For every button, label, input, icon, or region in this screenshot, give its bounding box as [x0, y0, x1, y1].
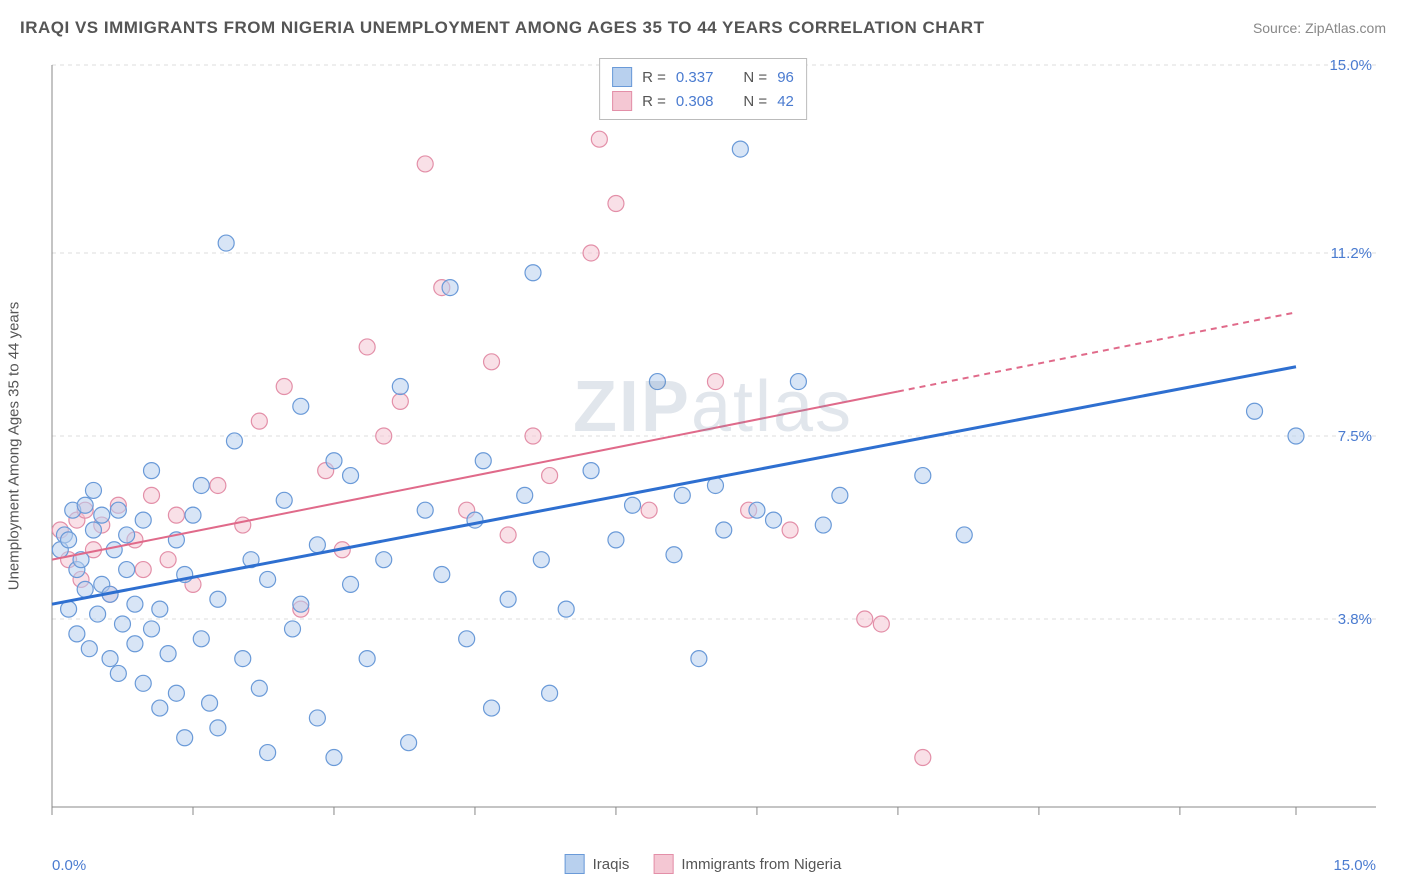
series-legend-item: Iraqis	[565, 854, 630, 874]
series-legend: Iraqis Immigrants from Nigeria	[565, 854, 842, 874]
stats-row: R = 0.337 N = 96	[612, 65, 794, 89]
x-axis-max-label: 15.0%	[1333, 857, 1376, 874]
y-axis-label: Unemployment Among Ages 35 to 44 years	[6, 302, 23, 591]
series-legend-item: Immigrants from Nigeria	[653, 854, 841, 874]
stats-row: R = 0.308 N = 42	[612, 89, 794, 113]
legend-swatch	[653, 854, 673, 874]
legend-swatch	[565, 854, 585, 874]
series-label: Immigrants from Nigeria	[681, 856, 841, 873]
svg-text:7.5%: 7.5%	[1338, 428, 1372, 445]
source-label: Source: ZipAtlas.com	[1253, 20, 1386, 36]
svg-text:15.0%: 15.0%	[1329, 57, 1372, 74]
page-title: IRAQI VS IMMIGRANTS FROM NIGERIA UNEMPLO…	[20, 18, 984, 38]
legend-swatch	[612, 67, 632, 87]
legend-swatch	[612, 91, 632, 111]
stats-legend: R = 0.337 N = 96 R = 0.308 N = 42	[599, 58, 807, 120]
series-label: Iraqis	[593, 856, 630, 873]
svg-text:3.8%: 3.8%	[1338, 611, 1372, 628]
svg-text:11.2%: 11.2%	[1331, 245, 1372, 262]
scatter-chart: 3.8%7.5%11.2%15.0% ZIPatlas	[50, 55, 1376, 837]
x-axis-min-label: 0.0%	[52, 857, 86, 874]
